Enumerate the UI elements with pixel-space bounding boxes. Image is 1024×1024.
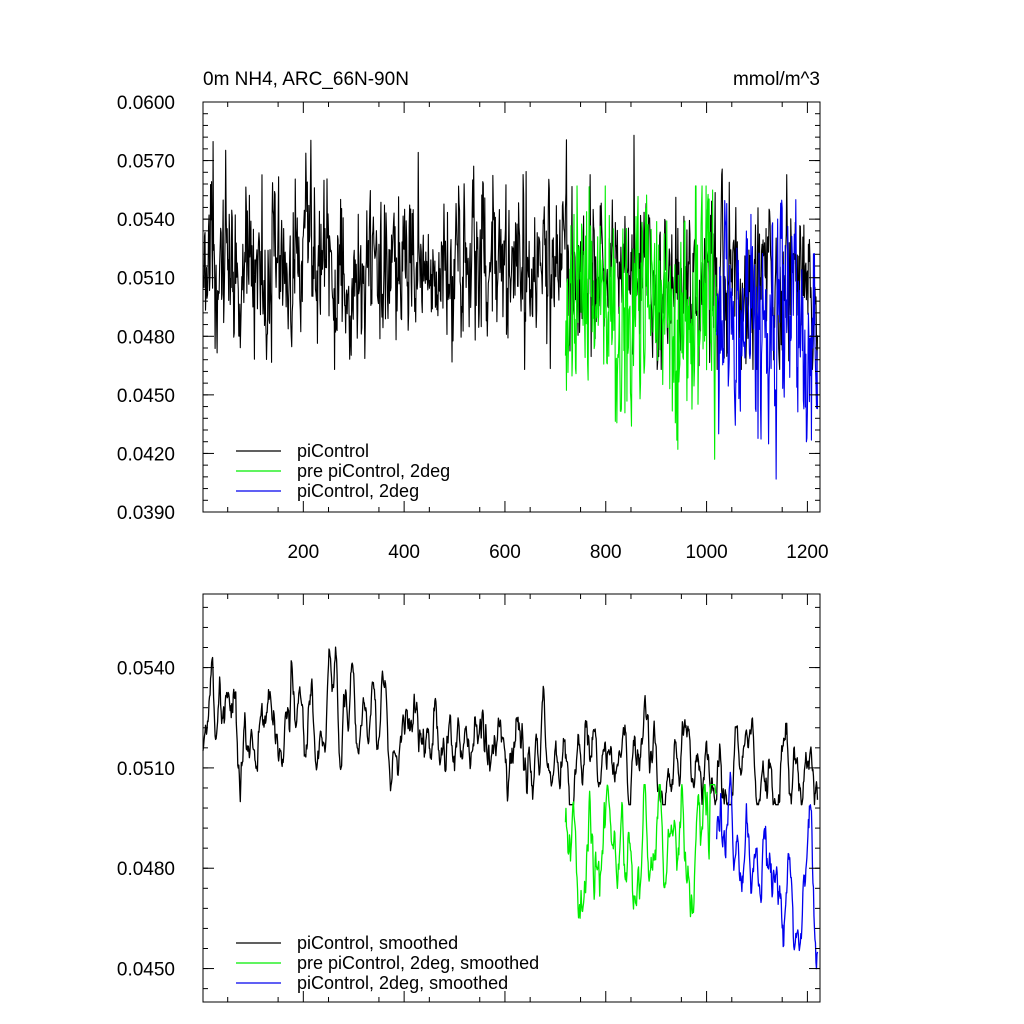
legend-bottom-label-picontrol-2deg: piControl, 2deg, smoothed: [297, 973, 508, 993]
legend-bottom-label-picontrol: piControl, smoothed: [297, 933, 458, 953]
chart-bottom-ytick-label: 0.0540: [117, 659, 175, 680]
chart-bottom-ytick-label: 0.0510: [117, 759, 175, 780]
chart-top-ytick-label: 0.0480: [117, 327, 175, 348]
chart-bottom-ytick-label: 0.0480: [117, 859, 175, 880]
legend-top-label-picontrol-2deg: piControl, 2deg: [297, 481, 419, 501]
chart-top-legend: piControl pre piControl, 2deg piControl,…: [236, 441, 450, 501]
chart-top-title-left: 0m NH4, ARC_66N-90N: [203, 69, 409, 90]
chart-top-xtick-label: 200: [287, 542, 319, 563]
chart-top-series-line-2: [716, 199, 819, 480]
chart-top-ytick-label: 0.0540: [117, 210, 175, 231]
chart-top-title-right: mmol/m^3: [733, 69, 820, 90]
chart-top-xtick-label: 400: [388, 542, 420, 563]
chart-top-xtick-label: 1200: [786, 542, 828, 563]
chart-top-panel: 0m NH4, ARC_66N-90N mmol/m^3 0.0390 0.042…: [117, 69, 829, 563]
chart-top-plot-frame: [202, 101, 821, 513]
chart-top-ytick-label: 0.0450: [117, 386, 175, 407]
chart-bottom-series-line-0: [202, 646, 819, 806]
legend-top-label-pre-picontrol: pre piControl, 2deg: [297, 461, 450, 481]
chart-bottom-ticks: 0.0450 0.0480 0.0510 0.0540: [117, 594, 820, 1002]
chart-top-ytick-label: 0.0390: [117, 503, 175, 524]
chart-top-ytick-label: 0.0420: [117, 444, 175, 465]
chart-bottom-ytick-label: 0.0450: [117, 960, 175, 981]
chart-bottom-series: [202, 646, 819, 970]
chart-top-xtick-label: 800: [590, 542, 622, 563]
legend-top-label-picontrol: piControl: [297, 441, 369, 461]
chart-top-series: [202, 134, 819, 480]
chart-bottom-legend: piControl, smoothed pre piControl, 2deg,…: [236, 933, 539, 993]
chart-bottom-plot-frame: [202, 593, 821, 1003]
chart-top-ytick-label: 0.0570: [117, 152, 175, 173]
legend-bottom-label-pre-picontrol: pre piControl, 2deg, smoothed: [297, 953, 539, 973]
chart-top-ticks: 0.0390 0.0420 0.0450 0.0480 0.0510 0.0540 0.05…: [117, 93, 829, 563]
chart-bottom-series-line-1: [564, 783, 718, 919]
chart-top-ytick-label: 0.0510: [117, 269, 175, 290]
chart-bottom-series-line-2: [716, 771, 819, 970]
chart-top-series-line-1: [564, 185, 718, 460]
chart-top-ytick-label: 0.0600: [117, 93, 175, 114]
chart-top-xtick-label: 600: [489, 542, 521, 563]
chart-top-series-line-0: [202, 134, 819, 371]
chart-top-xtick-label: 1000: [685, 542, 727, 563]
chart-bottom-panel: 0.0450 0.0480 0.0510 0.0540 piControl, smoo…: [117, 593, 821, 1003]
